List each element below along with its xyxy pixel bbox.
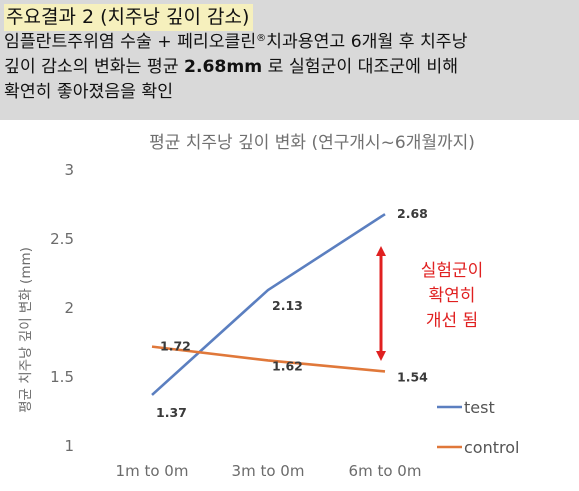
line-chart: 평균 치주낭 깊이 변화 (연구개시~6개월까지) 평균 치주낭 깊이 변화 (…	[18, 133, 519, 480]
data-label: 2.68	[397, 206, 428, 221]
header: 주요결과 2 (치주낭 깊이 감소) 임플란트주위염 수술 + 페리오클린®치과…	[0, 0, 579, 120]
annotation-text: 실험군이	[421, 261, 484, 281]
y-tick-label: 1.5	[50, 368, 74, 386]
data-label: 1.62	[272, 358, 303, 373]
x-tick-label: 6m to 0m	[349, 462, 422, 480]
x-tick-label: 3m to 0m	[232, 462, 305, 480]
page-title: 주요결과 2 (치주낭 깊이 감소)	[4, 4, 254, 31]
annotation-text: 개선 됨	[426, 311, 478, 331]
description-line-1: 임플란트주위염 수술 + 페리오클린®치과용연고 6개월 후 치주낭	[4, 32, 468, 52]
page-title-text: 주요결과 2 (치주낭 깊이 감소)	[6, 6, 250, 28]
legend-label-test: test	[464, 398, 495, 417]
data-label: 2.13	[272, 298, 303, 313]
y-tick-label: 3	[64, 161, 74, 179]
y-tick-label: 2.5	[50, 230, 74, 248]
description: 임플란트주위염 수술 + 페리오클린®치과용연고 6개월 후 치주낭 깊이 감소…	[4, 30, 575, 105]
registered-mark: ®	[256, 33, 267, 44]
y-axis-label: 평균 치주낭 깊이 변화 (mm)	[18, 247, 34, 413]
annotation-text: 확연히	[429, 286, 476, 306]
chart-panel: 평균 치주낭 깊이 변화 (연구개시~6개월까지) 평균 치주낭 깊이 변화 (…	[0, 120, 579, 491]
series-line-control	[151, 345, 386, 373]
x-tick-label: 1m to 0m	[116, 462, 189, 480]
chart-title: 평균 치주낭 깊이 변화 (연구개시~6개월까지)	[149, 133, 475, 153]
data-label: 1.54	[397, 369, 428, 384]
y-tick-label: 1	[64, 437, 74, 455]
series-line-test	[151, 213, 386, 396]
data-label: 1.72	[160, 339, 191, 354]
description-line-3: 확연히 좋아졌음을 확인	[4, 82, 174, 102]
y-tick-label: 2	[64, 299, 74, 317]
description-line-2: 깊이 감소의 변화는 평균 2.68mm 로 실험군이 대조군에 비해	[4, 57, 459, 77]
data-label: 1.37	[156, 405, 187, 420]
highlight-value: 2.68mm	[183, 57, 263, 77]
legend-label-control: control	[464, 438, 519, 457]
